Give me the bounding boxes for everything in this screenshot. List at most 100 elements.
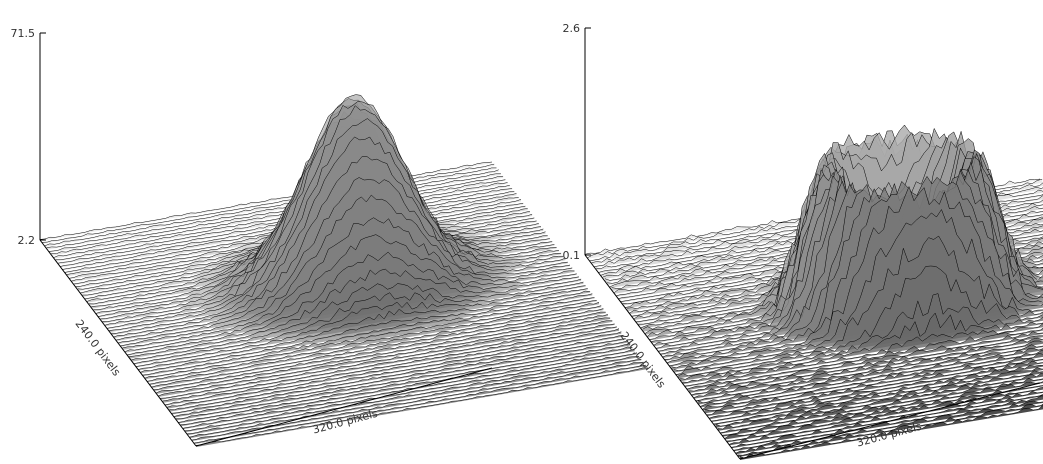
mesh-line: [131, 281, 584, 361]
surface-strip: [691, 335, 1043, 396]
mesh-line: [142, 297, 595, 376]
surface-strip: [182, 349, 635, 430]
surface-strip: [673, 209, 1043, 373]
mesh-line: [104, 94, 557, 326]
mesh-line: [671, 185, 1043, 369]
mesh-line: [124, 234, 577, 353]
mesh-line: [684, 323, 1043, 387]
surface-strip: [715, 370, 1043, 428]
surface-plot-left: 71.5 2.2 240.0 pixels 320.0 pixels: [11, 27, 649, 447]
surface-strip: [162, 323, 615, 403]
mesh-line: [686, 327, 1043, 390]
mesh-line: [178, 343, 631, 423]
mesh-line: [144, 300, 597, 379]
mesh-line: [720, 377, 1043, 434]
mesh-line: [113, 136, 566, 338]
surface-strip: [684, 323, 1043, 388]
mesh-line: [682, 312, 1043, 383]
z-max-label: 2.6: [563, 22, 581, 35]
mesh-line: [135, 288, 588, 367]
surface-strip: [602, 203, 1043, 280]
mesh-line: [109, 105, 562, 331]
surface-strip: [686, 328, 1043, 391]
surface-strip: [678, 266, 1043, 379]
mesh-line: [675, 235, 1043, 375]
mesh-line: [189, 358, 642, 438]
mesh-line: [175, 340, 628, 419]
mesh-line: [739, 405, 1043, 459]
mesh-line: [691, 335, 1043, 396]
mesh-line: [180, 346, 633, 426]
mesh-line: [155, 314, 608, 394]
surface-strip: [722, 381, 1043, 437]
mesh-line: [120, 194, 573, 347]
mesh-line: [677, 265, 1043, 377]
mesh-line: [149, 305, 602, 385]
surface-strip: [737, 403, 1043, 458]
surface-strip: [187, 356, 640, 436]
surface-strip: [180, 346, 633, 427]
mesh-line: [166, 328, 620, 408]
surface-strip: [144, 300, 597, 380]
mesh-line: [693, 337, 1043, 399]
mesh-line: [726, 387, 1043, 442]
mesh-line: [53, 179, 506, 258]
mesh-line: [102, 98, 555, 322]
mesh-line: [700, 348, 1043, 407]
mesh-line: [706, 357, 1043, 416]
mesh-line: [184, 352, 637, 432]
mesh-line: [173, 338, 626, 417]
mesh-line: [195, 367, 649, 446]
mesh-line: [171, 334, 624, 414]
mesh-line: [42, 163, 495, 243]
mesh-line: [117, 177, 571, 344]
mesh-line: [169, 331, 622, 410]
mesh-line: [711, 364, 1043, 422]
base-frame-right: [584, 254, 1041, 460]
surface-strip: [173, 338, 626, 418]
surface-strip: [184, 352, 637, 433]
mesh-line: [731, 394, 1043, 448]
mesh-line: [717, 372, 1043, 430]
surface-strip: [153, 312, 606, 392]
mesh-line: [48, 173, 501, 252]
mesh-line: [158, 317, 611, 397]
surface-strip: [587, 179, 1043, 259]
surface-strip: [675, 236, 1043, 376]
mesh-line: [164, 326, 617, 406]
mesh-line: [106, 101, 559, 329]
mesh-line: [724, 385, 1043, 439]
surface-strip: [193, 365, 646, 445]
mesh-line: [129, 268, 582, 357]
z-max-label: 71.5: [11, 27, 36, 40]
surface-strip: [689, 331, 1043, 393]
mesh-line: [737, 403, 1043, 456]
mesh-line: [715, 370, 1043, 427]
mesh-line: [182, 349, 635, 429]
mesh-line: [673, 208, 1043, 371]
surface-strip: [680, 293, 1043, 382]
mesh-line: [146, 301, 600, 382]
mesh-line: [680, 293, 1043, 380]
y-axis-label: 240.0 pixels: [73, 317, 124, 378]
z-min-label: 0.1: [563, 249, 581, 262]
mesh-line: [708, 360, 1043, 419]
surface-mesh-right: [584, 124, 1043, 460]
surface-strip: [46, 169, 499, 250]
mesh-line: [697, 344, 1043, 404]
mesh-line: [689, 331, 1043, 392]
surface-strip: [726, 387, 1043, 443]
mesh-line: [193, 364, 646, 444]
surface-strip: [164, 326, 617, 406]
mesh-line: [115, 156, 568, 341]
mesh-line: [191, 361, 644, 441]
mesh-line: [733, 395, 1043, 451]
surface-mesh-left: [39, 94, 649, 447]
surface-strip: [167, 328, 619, 409]
mesh-line: [666, 169, 1043, 364]
mesh-line: [704, 353, 1043, 411]
mesh-line: [713, 367, 1043, 425]
mesh-line: [140, 293, 593, 373]
mesh-line: [695, 340, 1043, 401]
